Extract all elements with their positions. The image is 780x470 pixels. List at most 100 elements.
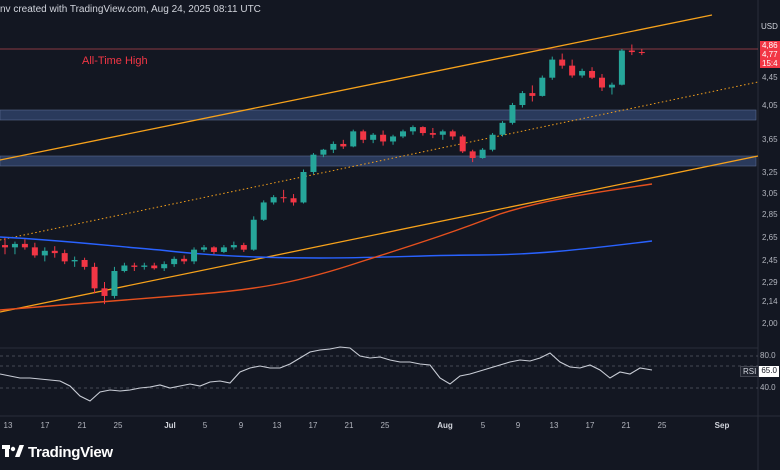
tradingview-logo-icon: [2, 445, 24, 457]
candle-body[interactable]: [499, 122, 506, 135]
candle-body[interactable]: [51, 250, 58, 254]
candle-body[interactable]: [489, 134, 496, 150]
candle-body[interactable]: [121, 265, 128, 272]
candle-body[interactable]: [71, 260, 78, 262]
time-axis-tick: 17: [40, 421, 50, 430]
candle-body[interactable]: [539, 77, 546, 96]
candle-body[interactable]: [310, 154, 317, 172]
candle-body[interactable]: [161, 264, 168, 269]
candle-body[interactable]: [579, 70, 586, 76]
candle-body[interactable]: [250, 219, 257, 250]
candle-body[interactable]: [569, 65, 576, 76]
candle-body[interactable]: [628, 50, 635, 53]
resistance-zone[interactable]: [0, 109, 757, 121]
time-axis-tick: 5: [480, 421, 486, 430]
candle-body[interactable]: [519, 93, 526, 105]
time-axis-tick: 21: [621, 421, 631, 430]
candle-body[interactable]: [509, 105, 516, 123]
candle-body[interactable]: [270, 197, 277, 203]
last-price-line-3: 15:4: [762, 59, 778, 68]
candle-body[interactable]: [81, 260, 88, 267]
rsi-value: 65.0: [759, 366, 779, 377]
candle-body[interactable]: [181, 258, 188, 262]
candle-body[interactable]: [380, 134, 387, 142]
rsi-line[interactable]: [0, 346, 653, 402]
candle-body[interactable]: [449, 131, 456, 137]
candle-body[interactable]: [31, 247, 38, 256]
candle-body[interactable]: [340, 143, 347, 147]
channel-lower-line[interactable]: [0, 155, 759, 313]
candle-body[interactable]: [589, 70, 596, 78]
candle-body[interactable]: [638, 52, 645, 54]
rsi-axis-label-80: 80.0: [760, 351, 776, 360]
candle-body[interactable]: [360, 131, 367, 140]
candle-body[interactable]: [101, 288, 108, 296]
candle-body[interactable]: [350, 131, 357, 147]
candle-body[interactable]: [201, 247, 207, 250]
price-axis-label: 2,00: [762, 319, 778, 328]
currency-label[interactable]: USD: [761, 22, 778, 31]
candle-body[interactable]: [131, 265, 138, 267]
candle-body[interactable]: [618, 50, 625, 85]
candle-body[interactable]: [61, 253, 68, 262]
candle-body[interactable]: [11, 243, 18, 248]
candle-body[interactable]: [549, 59, 556, 78]
candle-body[interactable]: [240, 245, 247, 250]
moving-average-blue[interactable]: [0, 236, 653, 259]
time-axis-tick: 9: [238, 421, 244, 430]
chart-header: nv created with TradingView.com, Aug 24,…: [0, 4, 261, 15]
candle-body[interactable]: [529, 93, 536, 96]
candle-body[interactable]: [21, 243, 28, 248]
price-axis-label: 2,85: [762, 210, 778, 219]
candle-body[interactable]: [390, 136, 397, 142]
rsi-axis-label-40: 40.0: [760, 383, 776, 392]
candle-body[interactable]: [599, 77, 605, 88]
candle-body[interactable]: [330, 143, 337, 150]
candle-body[interactable]: [111, 271, 118, 296]
candle-body[interactable]: [171, 258, 178, 265]
candle-body[interactable]: [280, 197, 287, 199]
time-axis-tick: 21: [77, 421, 87, 430]
candle-body[interactable]: [429, 133, 436, 135]
candle-body[interactable]: [459, 136, 466, 152]
candle-body[interactable]: [469, 151, 476, 158]
candles-group: [2, 44, 645, 305]
price-axis-label: 2,14: [762, 297, 778, 306]
candle-body[interactable]: [41, 250, 48, 256]
candle-body[interactable]: [419, 127, 426, 134]
candle-body[interactable]: [220, 247, 227, 252]
last-price-line-1: 4,86: [762, 41, 778, 50]
time-axis-tick: Jul: [164, 421, 176, 430]
channel-upper-line[interactable]: [0, 14, 713, 161]
tradingview-wordmark: TradingView: [28, 443, 113, 461]
candle-body[interactable]: [141, 265, 148, 267]
price-axis-label: 4,45: [762, 73, 778, 82]
all-time-high-label: All-Time High: [82, 55, 148, 67]
candle-body[interactable]: [260, 202, 267, 220]
candle-body[interactable]: [409, 127, 416, 132]
moving-average-red[interactable]: [0, 183, 653, 311]
candle-body[interactable]: [479, 149, 486, 158]
candle-body[interactable]: [191, 249, 198, 262]
candle-body[interactable]: [559, 59, 566, 66]
time-axis-tick: 5: [202, 421, 208, 430]
candle-body[interactable]: [608, 84, 615, 88]
candle-body[interactable]: [370, 134, 377, 140]
candle-body[interactable]: [300, 172, 307, 203]
candle-body[interactable]: [439, 131, 446, 135]
rsi-name: RSI: [740, 366, 760, 377]
last-price-line-2: 4,77: [762, 50, 778, 59]
channel-midline[interactable]: [0, 81, 759, 241]
candle-body[interactable]: [400, 131, 406, 137]
candle-body[interactable]: [210, 247, 217, 252]
time-axis-tick: Aug: [437, 421, 453, 430]
candle-body[interactable]: [151, 265, 158, 269]
candle-body[interactable]: [230, 245, 237, 248]
support-zone[interactable]: [0, 155, 757, 167]
time-axis-tick: 25: [657, 421, 667, 430]
candle-body[interactable]: [290, 198, 297, 203]
candle-body[interactable]: [320, 149, 327, 155]
candle-body[interactable]: [91, 266, 98, 289]
candle-body[interactable]: [2, 245, 8, 248]
